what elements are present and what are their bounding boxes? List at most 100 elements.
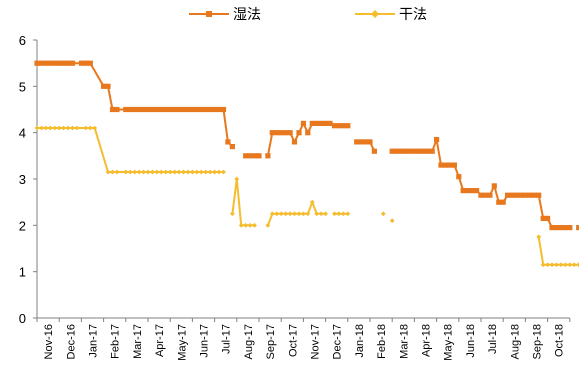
data-point xyxy=(536,234,542,240)
data-point xyxy=(336,123,342,129)
data-point xyxy=(149,106,155,113)
data-point xyxy=(176,169,182,175)
y-tick-label: 2 xyxy=(19,218,26,233)
data-point xyxy=(269,130,275,136)
data-point xyxy=(141,106,147,113)
data-point xyxy=(74,125,80,131)
data-point xyxy=(87,125,93,131)
x-tick-label: Mar-17 xyxy=(132,324,144,359)
data-point xyxy=(56,125,62,131)
y-tick-label: 0 xyxy=(19,311,26,326)
data-point xyxy=(47,60,53,66)
data-point xyxy=(407,148,413,154)
data-point xyxy=(92,125,98,131)
data-point xyxy=(558,262,564,268)
data-point xyxy=(531,192,537,198)
data-point xyxy=(469,188,475,194)
data-point xyxy=(78,60,84,66)
data-point xyxy=(203,169,209,175)
legend: 湿法 干法 xyxy=(189,6,427,22)
data-point xyxy=(243,222,249,228)
data-point xyxy=(225,139,231,145)
data-point xyxy=(505,192,511,198)
x-tick-label: Jun-18 xyxy=(465,324,477,358)
data-point xyxy=(127,169,133,175)
data-point xyxy=(65,125,71,131)
data-point xyxy=(576,225,579,231)
data-point xyxy=(425,148,431,154)
data-point xyxy=(38,60,44,66)
data-point xyxy=(558,225,564,231)
series-layer xyxy=(34,60,579,268)
data-point xyxy=(487,192,493,198)
legend-label-wet: 湿法 xyxy=(233,6,261,22)
y-tick-label: 4 xyxy=(19,126,26,141)
x-tick-label: Dec-17 xyxy=(332,324,344,359)
data-point xyxy=(460,188,466,194)
x-tick-label: Jan-18 xyxy=(354,324,366,358)
data-point xyxy=(252,153,258,159)
data-point xyxy=(158,169,164,175)
data-point xyxy=(61,125,67,131)
y-tick-label: 5 xyxy=(19,79,26,94)
data-point xyxy=(101,83,107,89)
data-point xyxy=(553,225,560,231)
x-tick-label: Apr-18 xyxy=(421,324,433,357)
data-point xyxy=(247,222,253,228)
data-point xyxy=(198,106,204,113)
data-point xyxy=(442,162,449,168)
data-point xyxy=(429,148,435,154)
x-tick-label: Nov-17 xyxy=(310,324,322,359)
data-point xyxy=(52,60,58,66)
data-point xyxy=(394,148,400,154)
data-point xyxy=(478,192,484,198)
data-point xyxy=(109,106,116,113)
data-point xyxy=(482,192,488,198)
data-point xyxy=(127,106,133,113)
data-point xyxy=(123,106,129,113)
data-point xyxy=(318,120,324,126)
data-point xyxy=(52,125,58,131)
x-tick-label: Aug-17 xyxy=(243,324,255,359)
data-point xyxy=(274,130,280,136)
data-point xyxy=(491,183,497,189)
data-point xyxy=(163,169,169,175)
data-point xyxy=(465,188,471,194)
data-point xyxy=(180,106,187,113)
data-point xyxy=(212,106,218,113)
data-point xyxy=(305,211,311,217)
data-point xyxy=(331,123,338,129)
data-point xyxy=(300,120,306,126)
data-point xyxy=(141,169,146,175)
data-point xyxy=(105,169,111,175)
data-point xyxy=(545,215,551,221)
data-point xyxy=(283,211,289,217)
data-point xyxy=(145,106,151,113)
data-point xyxy=(402,148,409,154)
x-tick-label: Aug-18 xyxy=(509,324,521,359)
x-tick-label: Oct-17 xyxy=(287,324,299,357)
data-point xyxy=(296,130,302,136)
data-point xyxy=(420,148,426,154)
x-tick-label: Jun-17 xyxy=(199,324,211,358)
x-tick-label: Jul-18 xyxy=(487,324,499,354)
data-point xyxy=(411,148,417,154)
data-point xyxy=(567,225,573,231)
data-point xyxy=(549,225,555,231)
data-point xyxy=(567,262,573,268)
data-point xyxy=(283,130,289,136)
data-point xyxy=(172,106,178,113)
data-point xyxy=(114,169,120,175)
data-point xyxy=(87,60,93,66)
data-point xyxy=(265,153,271,159)
data-point xyxy=(167,106,173,113)
legend-marker-wet xyxy=(206,11,212,17)
data-point xyxy=(496,199,502,205)
data-point xyxy=(278,211,284,217)
data-point xyxy=(185,106,191,113)
data-point xyxy=(194,106,200,113)
data-point xyxy=(163,106,169,113)
data-point xyxy=(220,106,227,113)
data-point xyxy=(438,162,444,168)
